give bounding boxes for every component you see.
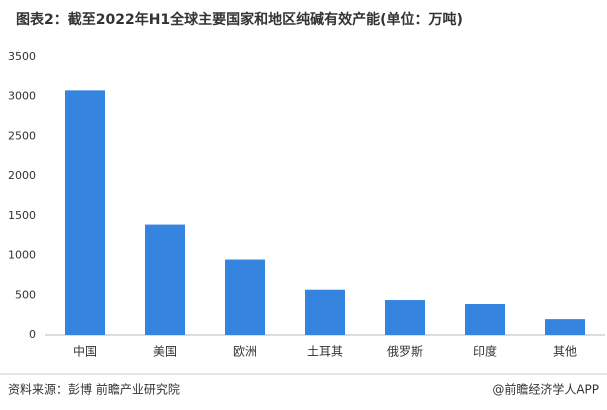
bar bbox=[545, 319, 585, 335]
bar bbox=[385, 300, 425, 335]
x-tick-label: 欧洲 bbox=[233, 345, 257, 359]
x-tick-label: 其他 bbox=[553, 345, 577, 359]
y-tick-label: 1500 bbox=[8, 209, 36, 222]
y-tick-label: 3000 bbox=[8, 90, 36, 103]
bar bbox=[305, 289, 345, 335]
bar bbox=[145, 224, 185, 335]
y-tick-label: 3500 bbox=[8, 50, 36, 63]
y-tick-label: 0 bbox=[29, 328, 36, 341]
x-tick-label: 美国 bbox=[153, 345, 177, 359]
x-tick-label: 土耳其 bbox=[307, 345, 343, 359]
credit: @前瞻经济学人APP bbox=[492, 382, 599, 397]
x-tick-label: 俄罗斯 bbox=[387, 345, 423, 359]
bar bbox=[65, 90, 105, 335]
chart-title: 图表2：截至2022年H1全球主要国家和地区纯碱有效产能(单位：万吨) bbox=[16, 11, 463, 28]
x-tick-label: 印度 bbox=[473, 344, 497, 359]
source: 资料来源：彭博 前瞻产业研究院 bbox=[8, 382, 180, 397]
y-tick-label: 2000 bbox=[8, 169, 36, 182]
x-tick-label: 中国 bbox=[73, 344, 97, 359]
bar bbox=[465, 304, 505, 335]
y-tick-label: 500 bbox=[15, 288, 36, 301]
y-tick-label: 1000 bbox=[8, 249, 36, 262]
y-tick-label: 2500 bbox=[8, 129, 36, 142]
bar bbox=[225, 259, 265, 335]
